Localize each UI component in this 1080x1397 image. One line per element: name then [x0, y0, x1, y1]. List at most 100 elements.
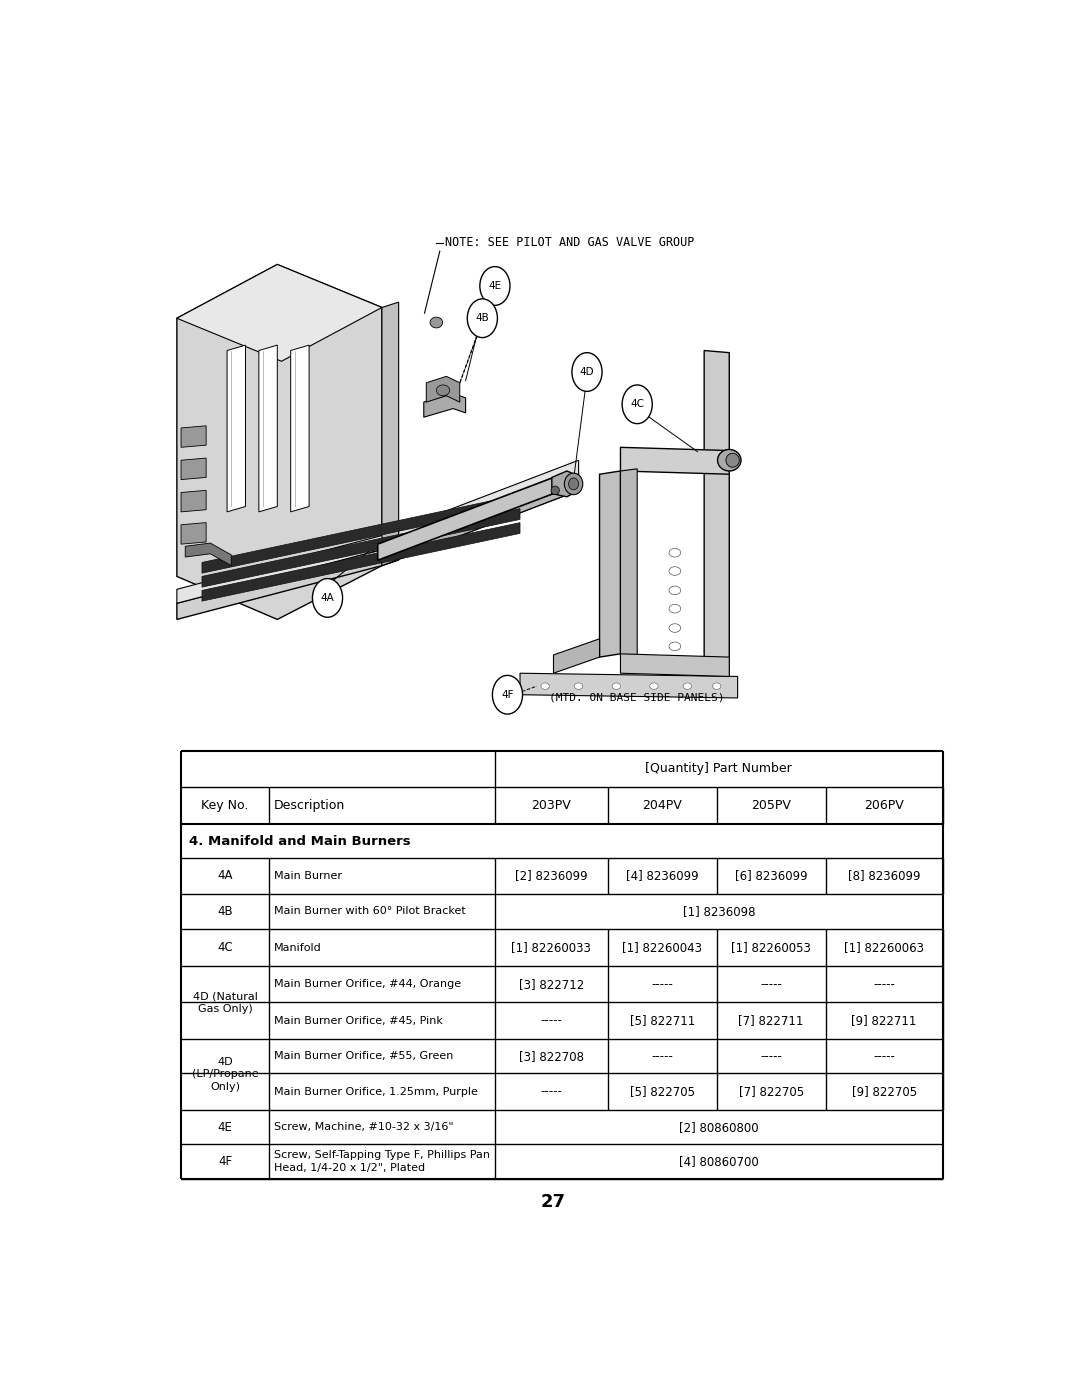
Text: -----: -----	[760, 1049, 782, 1063]
Text: Main Burner Orifice, #45, Pink: Main Burner Orifice, #45, Pink	[274, 1016, 443, 1025]
Text: Manifold: Manifold	[274, 943, 322, 953]
Text: Main Burner Orifice, #55, Green: Main Burner Orifice, #55, Green	[274, 1051, 454, 1062]
Text: -----: -----	[873, 978, 895, 990]
Text: -----: -----	[540, 1014, 563, 1027]
Text: 4E: 4E	[488, 281, 501, 291]
Polygon shape	[620, 654, 729, 676]
Polygon shape	[177, 264, 382, 619]
Text: [5] 822705: [5] 822705	[630, 1085, 694, 1098]
Text: [9] 822711: [9] 822711	[851, 1014, 917, 1027]
Text: [1] 82260053: [1] 82260053	[731, 942, 811, 954]
Circle shape	[492, 675, 523, 714]
Circle shape	[312, 578, 342, 617]
Polygon shape	[704, 351, 729, 675]
Text: Screw, Machine, #10-32 x 3/16": Screw, Machine, #10-32 x 3/16"	[274, 1122, 454, 1132]
Polygon shape	[599, 471, 620, 657]
Text: [Quantity] Part Number: [Quantity] Part Number	[646, 763, 793, 775]
Text: -----: -----	[651, 978, 673, 990]
Polygon shape	[382, 474, 579, 566]
Text: 4F: 4F	[501, 690, 514, 700]
Circle shape	[622, 386, 652, 423]
Ellipse shape	[713, 683, 720, 689]
Text: 4A: 4A	[321, 592, 335, 604]
Text: 203PV: 203PV	[531, 799, 571, 812]
Ellipse shape	[669, 643, 680, 651]
Text: [6] 8236099: [6] 8236099	[734, 869, 808, 883]
Polygon shape	[620, 469, 637, 657]
Ellipse shape	[650, 683, 658, 689]
Polygon shape	[181, 490, 206, 511]
Polygon shape	[227, 345, 245, 511]
Polygon shape	[186, 543, 231, 566]
Polygon shape	[554, 638, 599, 673]
Ellipse shape	[669, 605, 680, 613]
Text: [1] 8236098: [1] 8236098	[683, 905, 755, 918]
Ellipse shape	[669, 567, 680, 576]
Ellipse shape	[430, 317, 443, 328]
Text: [3] 822708: [3] 822708	[518, 1049, 584, 1063]
Text: Screw, Self-Tapping Type F, Phillips Pan
Head, 1/4-20 x 1/2", Plated: Screw, Self-Tapping Type F, Phillips Pan…	[274, 1150, 490, 1172]
Text: 205PV: 205PV	[752, 799, 791, 812]
Polygon shape	[423, 394, 465, 418]
Polygon shape	[427, 376, 460, 402]
Ellipse shape	[669, 549, 680, 557]
Text: [8] 8236099: [8] 8236099	[848, 869, 920, 883]
Text: [1] 82260043: [1] 82260043	[622, 942, 702, 954]
Text: [1] 82260033: [1] 82260033	[512, 942, 592, 954]
Text: NOTE: SEE PILOT AND GAS VALVE GROUP: NOTE: SEE PILOT AND GAS VALVE GROUP	[445, 236, 694, 250]
Text: 204PV: 204PV	[643, 799, 683, 812]
Ellipse shape	[575, 683, 583, 689]
Text: [7] 822711: [7] 822711	[739, 1014, 804, 1027]
Ellipse shape	[684, 683, 691, 689]
Text: Description: Description	[274, 799, 346, 812]
Text: [4] 80860700: [4] 80860700	[679, 1155, 758, 1168]
Text: [5] 822711: [5] 822711	[630, 1014, 694, 1027]
Text: (MTD. ON BASE SIDE PANELS): (MTD. ON BASE SIDE PANELS)	[550, 693, 725, 703]
Text: [9] 822705: [9] 822705	[851, 1085, 917, 1098]
Polygon shape	[521, 673, 738, 698]
Text: Main Burner: Main Burner	[274, 870, 342, 882]
Ellipse shape	[541, 683, 550, 689]
Text: 4D: 4D	[580, 367, 594, 377]
Polygon shape	[177, 264, 382, 362]
Text: 4. Manifold and Main Burners: 4. Manifold and Main Burners	[189, 834, 411, 848]
Ellipse shape	[612, 683, 620, 689]
Text: -----: -----	[651, 1049, 673, 1063]
Polygon shape	[202, 495, 521, 573]
Text: Main Burner Orifice, 1.25mm, Purple: Main Burner Orifice, 1.25mm, Purple	[274, 1087, 477, 1097]
Text: [3] 822712: [3] 822712	[518, 978, 584, 990]
Text: Main Burner Orifice, #44, Orange: Main Burner Orifice, #44, Orange	[274, 979, 461, 989]
Polygon shape	[382, 302, 399, 566]
Polygon shape	[181, 458, 206, 479]
Text: 4B: 4B	[217, 905, 233, 918]
Text: 4E: 4E	[217, 1120, 232, 1133]
Text: 4C: 4C	[631, 400, 644, 409]
Polygon shape	[177, 474, 579, 619]
Text: 4D (Natural
Gas Only): 4D (Natural Gas Only)	[192, 992, 257, 1014]
Polygon shape	[552, 471, 577, 497]
Polygon shape	[259, 345, 278, 511]
Circle shape	[468, 299, 498, 338]
Text: 4A: 4A	[217, 869, 232, 883]
Ellipse shape	[565, 474, 583, 495]
Polygon shape	[202, 522, 521, 601]
Text: 206PV: 206PV	[864, 799, 904, 812]
Text: 4C: 4C	[217, 942, 233, 954]
Ellipse shape	[669, 623, 680, 633]
Polygon shape	[291, 345, 309, 511]
Text: 4B: 4B	[475, 313, 489, 323]
Text: 4D
(LP/Propane
Only): 4D (LP/Propane Only)	[191, 1058, 258, 1092]
Ellipse shape	[726, 453, 740, 467]
Circle shape	[480, 267, 510, 306]
Text: [2] 80860800: [2] 80860800	[679, 1120, 758, 1133]
Text: Main Burner with 60° Pilot Bracket: Main Burner with 60° Pilot Bracket	[274, 907, 465, 916]
Ellipse shape	[568, 478, 579, 490]
Text: [1] 82260063: [1] 82260063	[845, 942, 924, 954]
Text: -----: -----	[540, 1085, 563, 1098]
Text: -----: -----	[760, 978, 782, 990]
Polygon shape	[181, 426, 206, 447]
Text: [7] 822705: [7] 822705	[739, 1085, 804, 1098]
Circle shape	[572, 352, 602, 391]
Text: 27: 27	[541, 1193, 566, 1211]
Text: Key No.: Key No.	[201, 799, 248, 812]
